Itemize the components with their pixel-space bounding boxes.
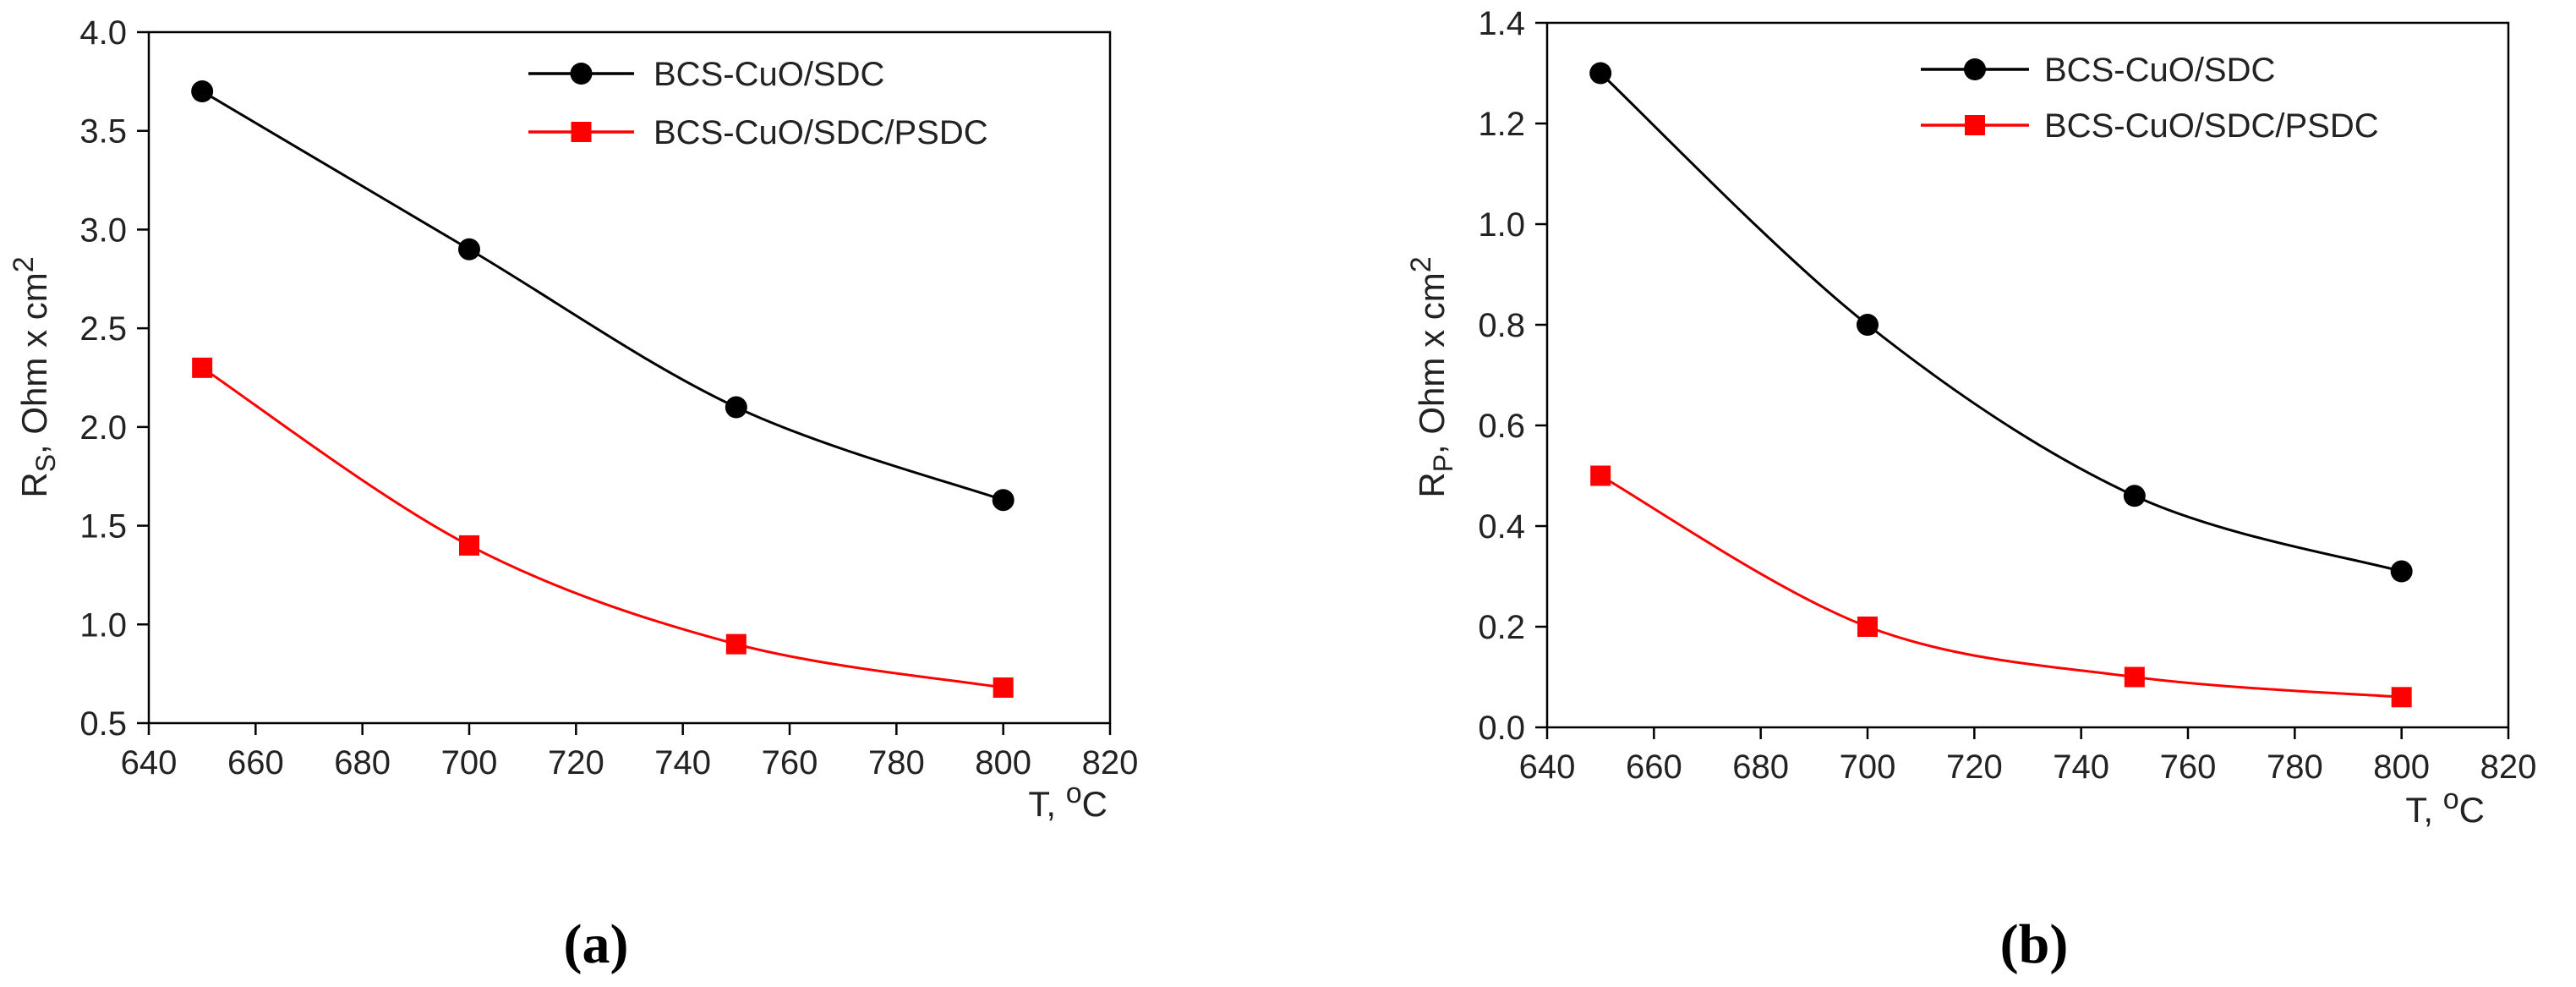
y-tick-label: 0.4 bbox=[1478, 508, 1525, 546]
legend: BCS-CuO/SDC BCS-CuO/SDC/PSDC bbox=[1921, 52, 2379, 145]
y-tick-label: 0.0 bbox=[1478, 710, 1525, 747]
x-tick-label: 660 bbox=[227, 744, 284, 781]
legend-marker bbox=[571, 122, 592, 142]
x-tick-label: 720 bbox=[1946, 748, 2003, 786]
y-tick-label: 3.5 bbox=[79, 113, 127, 151]
y-axis-label: RS, Ohm x cm2 bbox=[8, 256, 61, 497]
y-tick-label: 1.2 bbox=[1478, 106, 1525, 143]
panel-label: (a) bbox=[564, 913, 629, 975]
legend-label: BCS-CuO/SDC bbox=[654, 56, 884, 93]
data-point bbox=[993, 677, 1014, 698]
panel-label: (b) bbox=[2000, 913, 2069, 975]
plot-frame bbox=[1545, 21, 2510, 729]
series-line bbox=[201, 90, 1004, 502]
chart-panel-b: 0.0 0.2 0.4 0.6 0.8 1.0 1.2 1.4 640 660 680 700 720 7… bbox=[1405, 5, 2536, 975]
data-point bbox=[1590, 465, 1611, 486]
data-point bbox=[725, 633, 747, 655]
legend-label: BCS-CuO/SDC/PSDC bbox=[2044, 107, 2379, 145]
data-point bbox=[1857, 617, 1878, 637]
y-tick-label: 1.4 bbox=[1478, 5, 1525, 42]
series-bcs-cuo-sdc-psdc bbox=[192, 357, 1014, 698]
x-tick-label: 700 bbox=[441, 744, 498, 781]
x-tick-label: 680 bbox=[1732, 748, 1789, 786]
x-tick-label: 820 bbox=[2480, 748, 2537, 786]
data-point bbox=[992, 489, 1015, 512]
legend-label: BCS-CuO/SDC/PSDC bbox=[654, 114, 988, 151]
series-bcs-cuo-sdc bbox=[1589, 62, 2413, 583]
legend-marker bbox=[1964, 58, 1986, 80]
x-tick-label: 760 bbox=[2160, 748, 2217, 786]
data-point bbox=[1589, 62, 1612, 85]
x-tick-label: 800 bbox=[975, 744, 1031, 781]
series-line bbox=[1600, 72, 2403, 573]
y-tick-label: 0.8 bbox=[1478, 307, 1525, 344]
y-tick-label: 0.5 bbox=[79, 705, 127, 743]
legend: BCS-CuO/SDC BCS-CuO/SDC/PSDC bbox=[528, 56, 988, 151]
y-tick-label: 0.6 bbox=[1478, 408, 1525, 445]
x-tick-label: 680 bbox=[334, 744, 391, 781]
x-tick-label: 660 bbox=[1626, 748, 1682, 786]
series-bcs-cuo-sdc bbox=[191, 80, 1015, 512]
series-bcs-cuo-sdc-psdc bbox=[1590, 465, 2412, 708]
y-tick-label: 4.0 bbox=[79, 14, 127, 52]
x-tick-label: 720 bbox=[548, 744, 604, 781]
data-point bbox=[2391, 687, 2412, 708]
x-tick-label: 640 bbox=[121, 744, 178, 781]
y-tick-label: 2.0 bbox=[79, 409, 127, 447]
series-line bbox=[1600, 474, 2402, 699]
x-tick-label: 760 bbox=[762, 744, 818, 781]
legend-label: BCS-CuO/SDC bbox=[2044, 52, 2275, 89]
x-axis-label: T, oC bbox=[1028, 777, 1108, 824]
series-line bbox=[201, 366, 1004, 689]
x-axis-label: T, oC bbox=[2405, 783, 2485, 830]
y-tick-label: 1.0 bbox=[1478, 206, 1525, 244]
y-tick-label: 3.0 bbox=[79, 211, 127, 249]
x-tick-label: 780 bbox=[868, 744, 925, 781]
data-point bbox=[2124, 666, 2145, 688]
x-tick-label: 640 bbox=[1519, 748, 1576, 786]
legend-marker bbox=[570, 63, 593, 85]
data-point bbox=[2123, 485, 2146, 507]
data-point bbox=[458, 238, 480, 260]
x-tick-label: 800 bbox=[2373, 748, 2430, 786]
data-point bbox=[459, 535, 479, 556]
y-tick-label: 2.5 bbox=[79, 310, 127, 348]
plot-frame bbox=[147, 30, 1112, 725]
data-point bbox=[725, 396, 747, 419]
data-point bbox=[191, 80, 214, 103]
y-tick-label: 1.0 bbox=[79, 606, 127, 644]
y-tick-label: 0.2 bbox=[1478, 609, 1525, 646]
legend-marker bbox=[1965, 115, 1985, 135]
data-point bbox=[1857, 314, 1879, 336]
x-tick-label: 700 bbox=[1840, 748, 1896, 786]
chart-panel-a: 0.5 1.0 1.5 2.0 2.5 3.0 3.5 4.0 640 660 680 700 720 7… bbox=[8, 14, 1138, 975]
x-tick-label: 780 bbox=[2267, 748, 2323, 786]
x-tick-label: 820 bbox=[1082, 744, 1139, 781]
data-point bbox=[2390, 560, 2413, 583]
x-tick-label: 740 bbox=[654, 744, 711, 781]
x-tick-label: 740 bbox=[2053, 748, 2109, 786]
y-axis-label: RP, Ohm x cm2 bbox=[1405, 256, 1458, 497]
data-point bbox=[192, 357, 213, 378]
y-tick-label: 1.5 bbox=[79, 508, 127, 546]
